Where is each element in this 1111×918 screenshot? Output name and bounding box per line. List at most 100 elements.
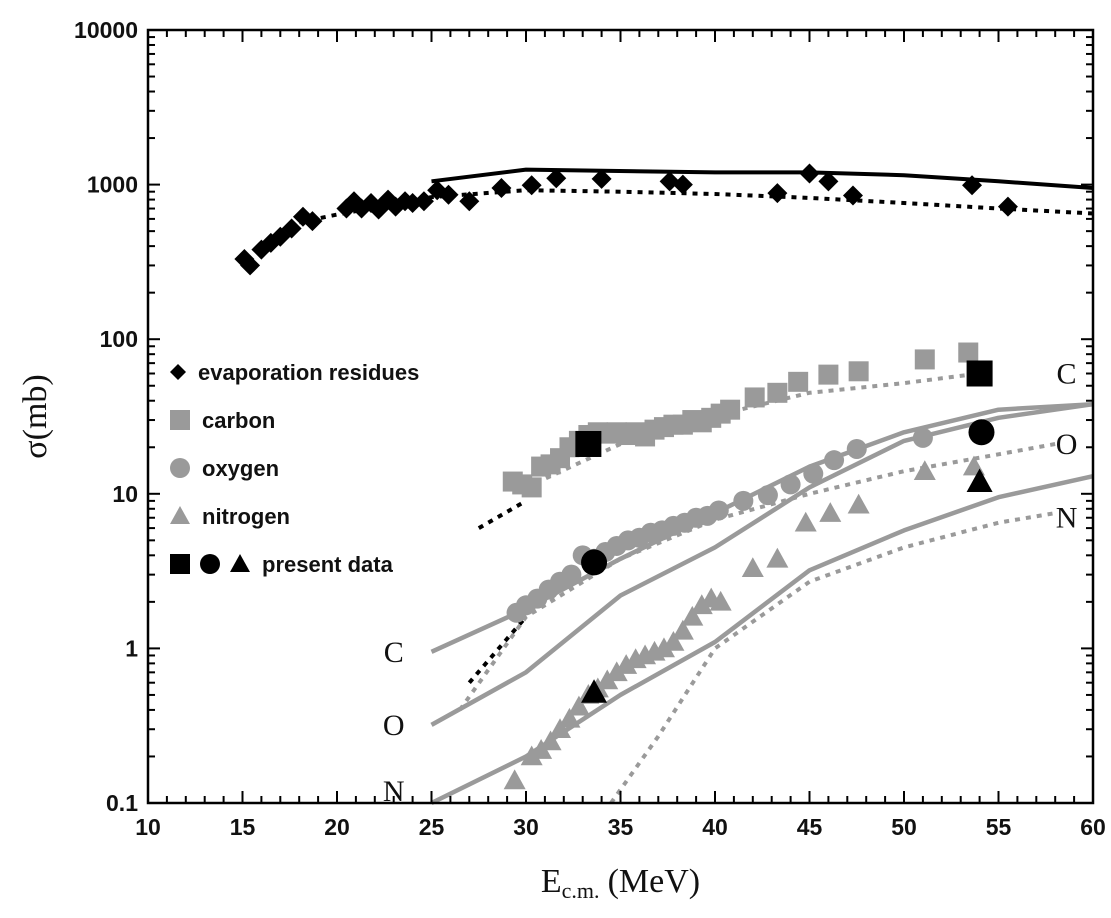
x-tick-label: 40 (702, 814, 728, 840)
x-tick-label: 30 (513, 814, 539, 840)
nitrogen-point-4 (549, 718, 572, 739)
evaporation-residues-point-5 (281, 218, 302, 239)
curve-c-dotted-gray (525, 371, 980, 490)
evaporation-residues-point-29 (818, 171, 839, 192)
plot-frame (146, 28, 1095, 805)
x-tick-label: 60 (1080, 814, 1106, 840)
oxygen-point-23 (824, 450, 845, 471)
y-tick-label: 10 (112, 481, 138, 507)
curve-label-c: C (1057, 357, 1077, 390)
nitrogen-point-24 (794, 511, 817, 532)
curve-o-dotted-black (467, 615, 528, 685)
evaporation-residues-point-20 (459, 191, 480, 212)
evaporation-residues-point-32 (997, 196, 1018, 217)
carbon-point-27 (818, 364, 839, 385)
legend-marker-diamond (170, 364, 186, 380)
evaporation-residues-point-31 (962, 175, 983, 196)
curve-o-solid (430, 401, 1094, 727)
evaporation-residues-point-23 (546, 168, 567, 189)
legend-label: carbon (202, 408, 275, 433)
oxygen-point-19 (733, 490, 754, 511)
y-tick-label: 10000 (74, 17, 138, 43)
evaporation-residues-point-1 (240, 255, 261, 276)
legend-marker-circle (200, 554, 220, 574)
nitrogen-point-6 (567, 695, 590, 716)
evaporation-residues-point-24 (591, 168, 612, 189)
nitrogen-point-3 (539, 730, 562, 751)
x-axis-title-symbol: E (541, 863, 562, 900)
nitrogen-point-23 (766, 547, 789, 568)
nitrogen-point-15 (652, 637, 675, 658)
x-tick-label: 45 (797, 814, 823, 840)
curve-label-n: N (383, 775, 405, 808)
carbon-point-26 (788, 371, 809, 392)
y-tick-label: 100 (100, 326, 138, 352)
oxygen-point-24 (846, 438, 867, 459)
x-tick-label: 20 (324, 814, 350, 840)
carbon-point-24 (744, 387, 765, 408)
y-tick-label: 1000 (87, 172, 138, 198)
legend: evaporation residues carbon oxygen nitrogen… (170, 360, 419, 577)
legend-label: present data (262, 552, 394, 577)
axis-ticks: 10 15 20 25 30 35 40 45 50 55 60 0.1 1 10 100 1000 10000 (74, 17, 1106, 840)
nitrogen-point-17 (671, 619, 694, 640)
nitrogen-point-1 (520, 745, 543, 766)
oxygen-point-21 (780, 474, 801, 495)
x-tick-label: 55 (986, 814, 1012, 840)
x-tick-label: 25 (419, 814, 445, 840)
y-tick-label: 0.1 (106, 790, 138, 816)
carbon-point-23 (720, 399, 741, 420)
carbon-point-30 (958, 342, 979, 363)
legend-marker-square (170, 554, 190, 574)
curve-label-n: N (1056, 502, 1078, 535)
evaporation-residues-point-22 (521, 175, 542, 196)
nitrogen-point-21 (709, 590, 732, 611)
curve-n-dotted-gray (609, 511, 1056, 805)
x-tick-label: 10 (135, 814, 161, 840)
evaporation-residues-point-19 (438, 184, 459, 205)
present-data-point-3 (968, 419, 995, 446)
carbon-point-25 (767, 382, 788, 403)
legend-marker-triangle (230, 554, 250, 572)
legend-marker-triangle (170, 506, 190, 524)
curve-c-dotted-black (477, 499, 527, 530)
carbon-point-2 (521, 477, 542, 498)
legend-label: nitrogen (202, 504, 290, 529)
legend-marker-circle (170, 458, 190, 478)
x-axis-title-unit: (MeV) (608, 863, 701, 900)
evaporation-residues-point-28 (799, 163, 820, 184)
nitrogen-point-11 (615, 654, 638, 674)
curve-label-c: C (384, 636, 404, 669)
nitrogen-point-26 (847, 493, 870, 514)
oxygen-point-22 (803, 463, 824, 484)
legend-label: oxygen (202, 456, 279, 481)
data-markers (234, 163, 1018, 790)
oxygen-point-18 (708, 500, 729, 521)
nitrogen-point-22 (741, 557, 764, 578)
present-data-point-5 (966, 468, 993, 492)
evaporation-residues-point-26 (672, 174, 693, 195)
x-tick-label: 35 (608, 814, 634, 840)
legend-marker-square (170, 410, 190, 430)
curve-label-o: O (1056, 428, 1078, 461)
present-data-point-0 (575, 430, 602, 457)
carbon-point-29 (914, 349, 935, 370)
present-data-point-1 (966, 360, 993, 387)
y-axis-title: σ(mb) (17, 374, 54, 458)
y-tick-label: 1 (125, 635, 138, 661)
evaporation-residues-point-27 (767, 183, 788, 204)
nitrogen-point-0 (503, 769, 526, 790)
present-data-point-4 (581, 679, 608, 703)
evaporation-residues-point-21 (491, 178, 512, 199)
x-axis-title-subscript: c.m. (562, 878, 600, 903)
curve-label-o: O (383, 709, 405, 742)
nitrogen-point-5 (558, 707, 581, 728)
x-axis-title: Ec.m. (MeV) (541, 863, 700, 903)
nitrogen-point-27 (913, 460, 936, 481)
nitrogen-point-25 (819, 502, 842, 522)
x-tick-label: 50 (891, 814, 917, 840)
carbon-point-28 (848, 361, 869, 382)
x-tick-label: 15 (230, 814, 256, 840)
